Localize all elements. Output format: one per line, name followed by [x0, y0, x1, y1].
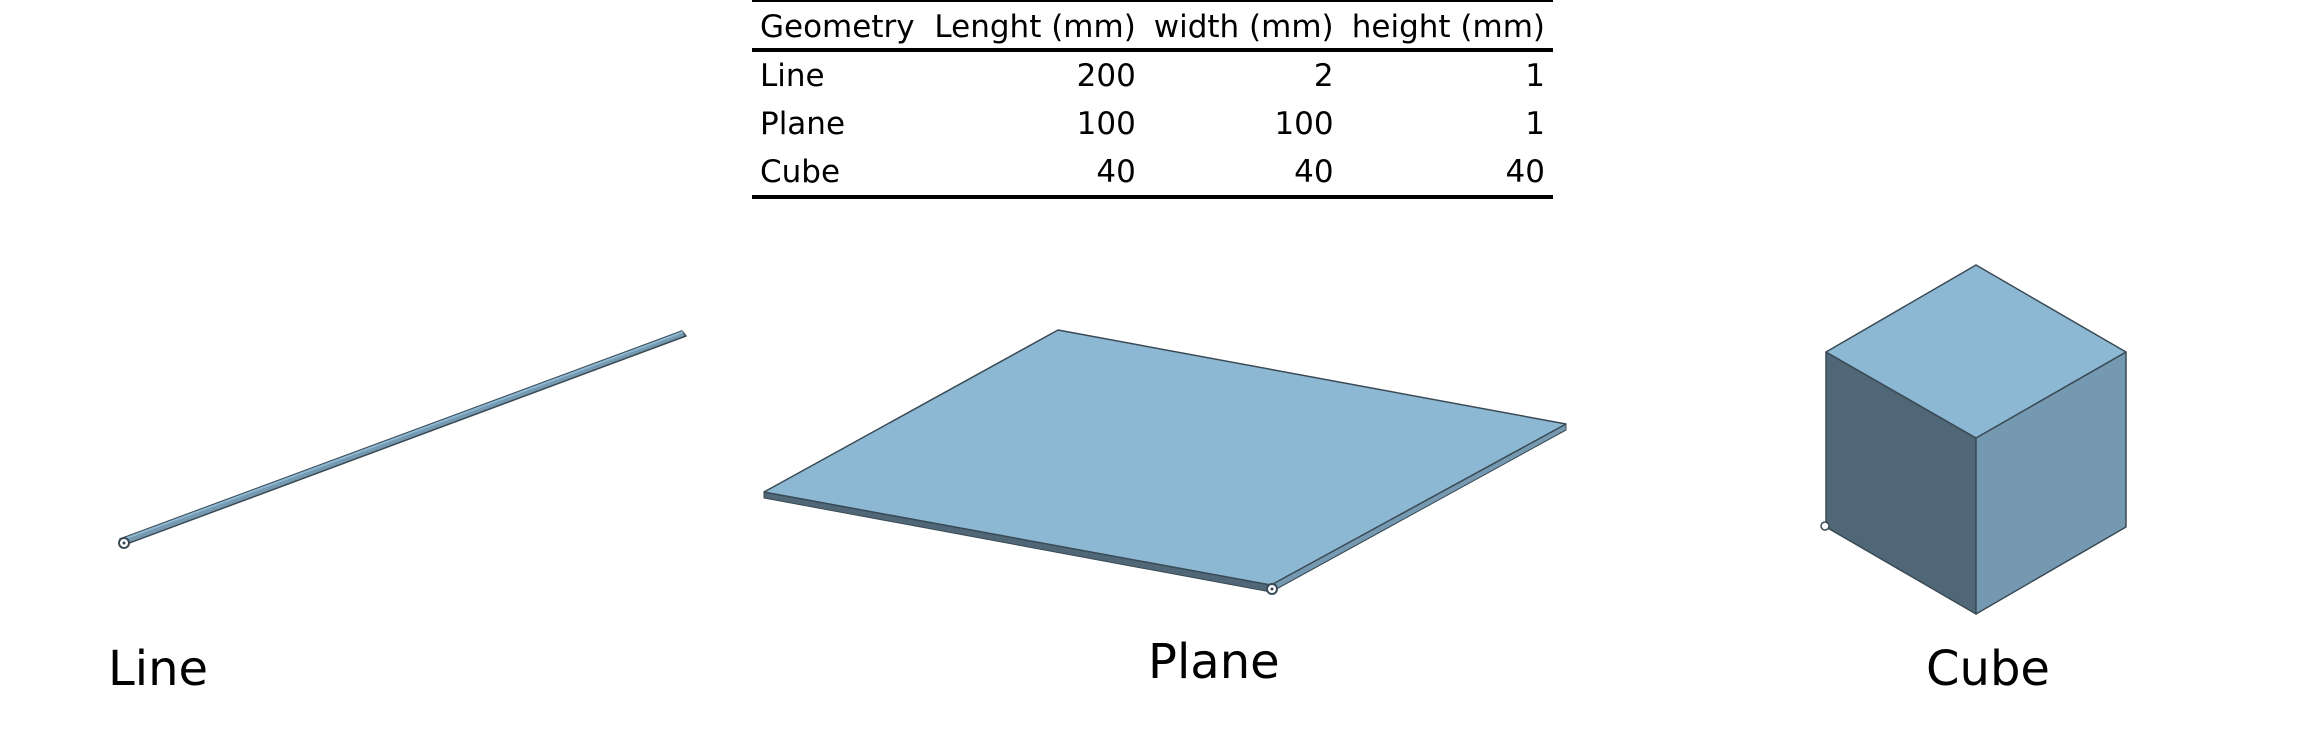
dimensions-table: Geometry Lenght (mm) width (mm) height (… [752, 0, 1553, 199]
table-header-row: Geometry Lenght (mm) width (mm) height (… [752, 1, 1553, 52]
line-top-edge [120, 331, 684, 541]
cube-origin-marker [1820, 521, 1830, 531]
header-height: height (mm) [1341, 1, 1553, 52]
row-line-name: Line [760, 57, 825, 94]
table-row: Plane 100 100 1 [752, 99, 1553, 148]
row-line-height: 1 [1525, 57, 1545, 94]
plane-label: Plane [1148, 634, 1280, 690]
line-geometry [118, 330, 687, 549]
header-geometry: Geometry [752, 1, 925, 52]
header-width: width (mm) [1143, 1, 1342, 52]
row-cube-name: Cube [752, 148, 925, 199]
table-row: Cube 40 40 40 [752, 148, 1553, 199]
row-line-length: 200 [1076, 57, 1136, 94]
row-plane-height: 1 [1525, 105, 1545, 142]
line-label: Line [108, 641, 209, 697]
cube-top-face [1825, 264, 2127, 439]
header-length: Lenght (mm) [924, 1, 1144, 52]
row-plane-name: Plane [760, 105, 846, 142]
row-plane-length: 100 [1076, 105, 1136, 142]
plane-top-face [763, 329, 1567, 586]
row-plane-width: 100 [1274, 105, 1334, 142]
row-cube-length: 40 [924, 148, 1144, 199]
row-cube-height: 40 [1341, 148, 1553, 199]
row-line-width: 2 [1313, 57, 1334, 94]
cube-geometry [1820, 264, 2127, 615]
cube-label: Cube [1926, 641, 2050, 697]
table-row: Line 200 2 1 [752, 50, 1553, 99]
row-cube-width: 40 [1143, 148, 1342, 199]
plane-origin-dot [1270, 587, 1274, 591]
line-origin-dot [122, 541, 126, 545]
plane-geometry [763, 329, 1567, 595]
